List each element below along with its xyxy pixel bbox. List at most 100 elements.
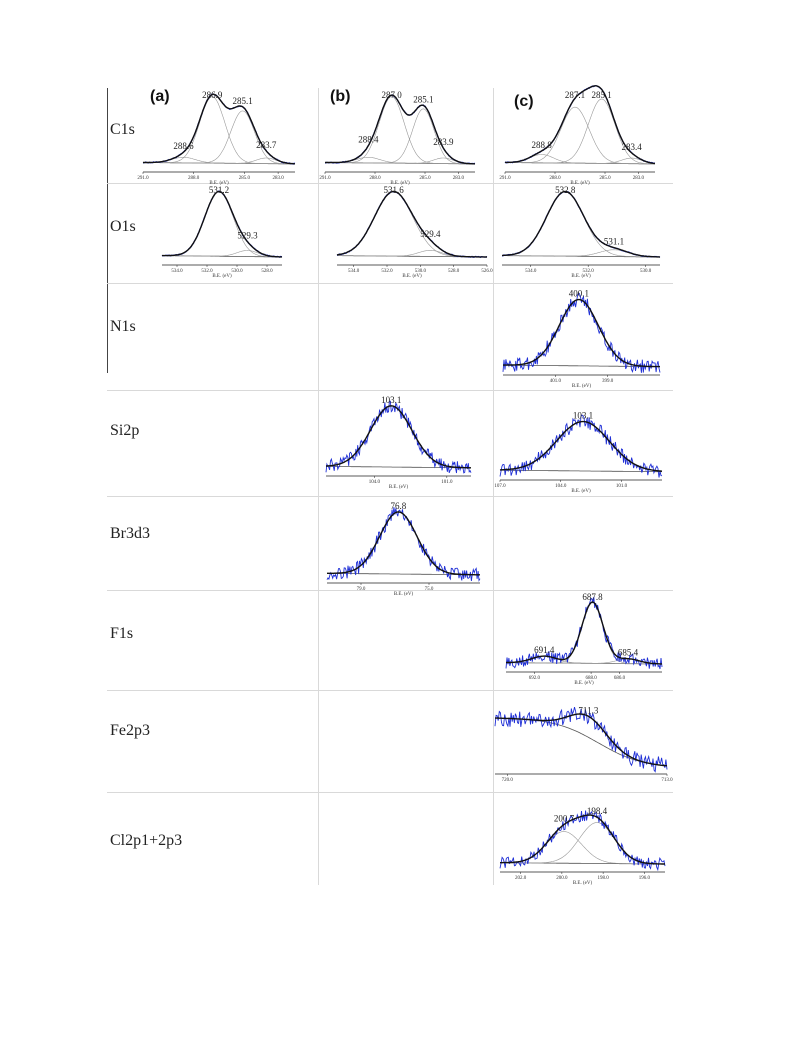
row-label-cl2p1-2p3: Cl2p1+2p3 xyxy=(110,832,183,849)
column-label-b: (b) xyxy=(330,88,351,105)
x-axis-label: B.E. (eV) xyxy=(390,181,410,186)
peak-label: 285.1 xyxy=(592,90,612,100)
x-axis-label: B.E. (eV) xyxy=(570,181,590,186)
spectrum-plot: 401.0 399.0 B.E. (eV) 400.1 xyxy=(502,289,661,389)
spectrum-plot: 534.0 532.0 530.0 528.0 526.0 B.E. (eV) 531.6 5… xyxy=(336,185,493,279)
peak-label: 531.6 xyxy=(384,185,405,195)
peak-label: 400.1 xyxy=(569,289,589,299)
column-divider-2 xyxy=(493,88,494,885)
row-divider xyxy=(107,283,673,284)
row-label-f1s: F1s xyxy=(110,625,134,642)
peak-label: 529.3 xyxy=(237,231,258,241)
x-tick-label: 528.0 xyxy=(448,269,460,274)
peak-label: 687.8 xyxy=(582,592,603,602)
x-tick-label: 686.0 xyxy=(614,676,626,681)
peak-label: 285.1 xyxy=(233,96,253,106)
x-tick-label: 101.0 xyxy=(616,484,628,489)
peak-label: 531.1 xyxy=(604,237,624,247)
x-axis-label: B.E. (eV) xyxy=(571,274,591,279)
x-axis-label: B.E. (eV) xyxy=(389,485,409,490)
row-label-si2p: Si2p xyxy=(110,422,140,439)
peak-label: 287.1 xyxy=(565,90,585,100)
envelope-fit xyxy=(143,93,295,165)
x-axis-label: B.E. (eV) xyxy=(573,881,593,886)
raw-data-line xyxy=(502,292,661,374)
x-tick-label: 530.0 xyxy=(231,269,243,274)
envelope-fit xyxy=(505,85,656,165)
raw-data-line xyxy=(499,810,666,872)
raw-data-line xyxy=(142,93,296,165)
x-axis-label: B.E. (eV) xyxy=(402,274,422,279)
x-tick-label: 202.0 xyxy=(515,876,527,881)
peak-label: 685.4 xyxy=(618,648,639,658)
x-tick-label: 688.0 xyxy=(585,676,597,681)
x-tick-label: 283.0 xyxy=(272,176,284,181)
x-tick-label: 288.0 xyxy=(188,176,200,181)
x-axis-label: B.E. (eV) xyxy=(572,384,592,389)
envelope-fit xyxy=(327,511,480,576)
raw-data-line xyxy=(336,190,488,259)
row-label-o1s: O1s xyxy=(110,218,136,235)
component-peak xyxy=(325,157,476,165)
column-label-c: (c) xyxy=(514,93,534,110)
left-table-border xyxy=(107,88,108,373)
x-tick-label: 283.0 xyxy=(633,176,645,181)
row-label-c1s: C1s xyxy=(110,121,135,138)
peak-label: 532.8 xyxy=(555,185,576,195)
envelope-fit xyxy=(506,601,662,665)
x-tick-label: 104.0 xyxy=(555,484,567,489)
component-peak xyxy=(502,249,660,258)
envelope-fit xyxy=(500,814,665,865)
x-tick-label: 285.0 xyxy=(599,176,611,181)
spectrum-plot: 534.0 532.0 530.0 B.E. (eV) 532.8 531.1 xyxy=(501,185,661,279)
component-peak xyxy=(143,157,295,165)
x-tick-label: 285.0 xyxy=(419,176,431,181)
raw-data-line xyxy=(325,400,472,474)
row-divider xyxy=(107,496,673,497)
spectrum-plot: 291.0 288.0 285.0 283.0 B.E. (eV) 287.0 285.1 2… xyxy=(319,90,476,186)
x-tick-label: 283.0 xyxy=(453,176,465,181)
row-divider xyxy=(107,183,673,184)
row-label-br3d3: Br3d3 xyxy=(110,525,150,542)
spectrum-plot: 202.0 200.0 198.0 196.0 B.E. (eV) 200.7 198.4 xyxy=(499,806,666,886)
peak-label: 286.9 xyxy=(202,90,223,100)
x-tick-label: 198.0 xyxy=(598,876,610,881)
x-tick-label: 291.0 xyxy=(319,176,331,181)
x-tick-label: 399.0 xyxy=(602,379,614,384)
peak-label: 283.9 xyxy=(433,137,454,147)
x-tick-label: 401.0 xyxy=(550,379,562,384)
x-tick-label: 534.0 xyxy=(525,269,537,274)
x-tick-label: 532.0 xyxy=(583,269,595,274)
x-tick-label: 720.0 xyxy=(502,778,514,783)
column-label-a: (a) xyxy=(150,88,170,105)
peak-label: 200.7 xyxy=(554,814,575,824)
x-tick-label: 532.0 xyxy=(201,269,213,274)
component-peak xyxy=(505,157,656,164)
x-axis-label: B.E. (eV) xyxy=(209,181,229,186)
peak-label: 285.1 xyxy=(413,94,433,104)
peak-label: 288.4 xyxy=(358,135,379,145)
component-peak xyxy=(505,106,655,165)
row-divider xyxy=(107,792,673,793)
x-axis-label: B.E. (eV) xyxy=(394,592,414,597)
envelope-fit xyxy=(162,190,282,258)
row-label-fe2p3: Fe2p3 xyxy=(110,722,150,739)
envelope-fit xyxy=(326,405,471,469)
component-peak xyxy=(325,96,475,165)
peak-label: 288.6 xyxy=(173,141,194,151)
x-axis-label: B.E. (eV) xyxy=(574,681,594,686)
component-peak xyxy=(327,511,480,576)
x-tick-label: 532.0 xyxy=(381,269,393,274)
x-tick-label: 534.0 xyxy=(348,269,360,274)
raw-data-line xyxy=(499,414,663,478)
x-tick-label: 530.0 xyxy=(415,269,427,274)
peak-label: 691.4 xyxy=(534,645,555,655)
x-tick-label: 75.0 xyxy=(425,587,434,592)
raw-data-line xyxy=(501,191,661,258)
background-line xyxy=(500,469,662,473)
column-divider-1 xyxy=(318,88,319,885)
component-peak xyxy=(500,831,665,865)
x-tick-label: 101.0 xyxy=(441,480,453,485)
raw-data-line xyxy=(161,190,283,258)
